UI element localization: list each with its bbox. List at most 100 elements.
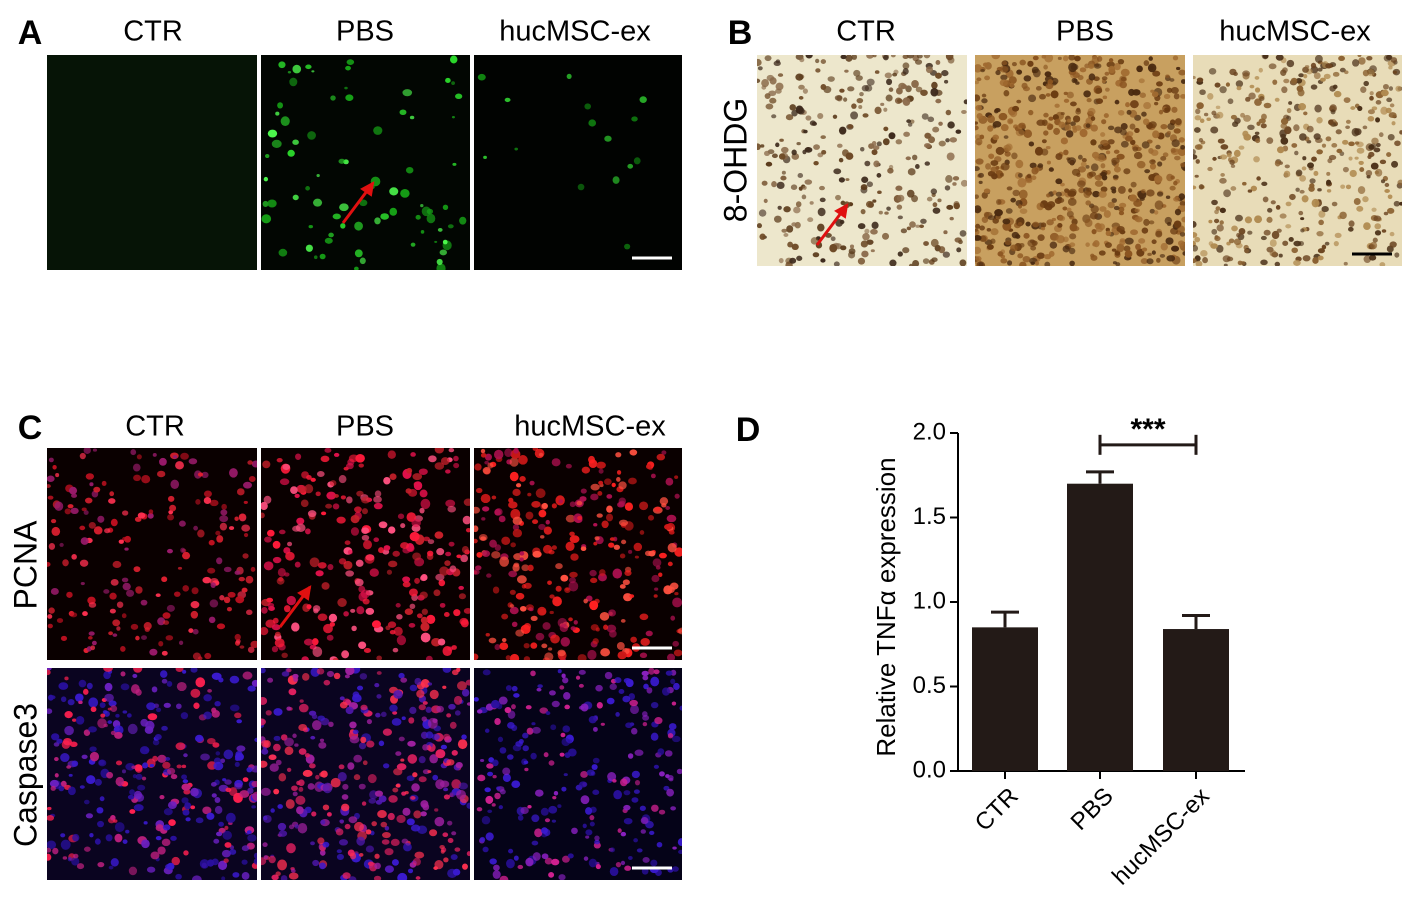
cell [975,138,983,146]
cell [1384,189,1390,193]
cell [1120,123,1128,130]
cell [981,98,988,104]
cell [409,115,415,120]
cell [1285,224,1292,229]
cell [549,610,554,615]
cell [410,452,416,457]
cell [594,598,600,604]
cell [1365,169,1373,177]
cell [517,814,524,821]
cell [549,690,556,696]
cell [897,98,903,104]
cell [667,653,676,660]
cell [757,66,763,71]
cell [603,624,609,630]
cell [979,225,985,231]
cell [1256,121,1261,126]
cell [339,696,345,701]
cell [166,604,175,612]
cell [349,735,360,744]
cell [520,806,529,815]
cell [281,671,290,677]
cell [1260,235,1267,241]
cell [326,491,336,500]
cell [592,638,599,645]
cell [52,464,57,470]
cell [1039,202,1046,208]
cell [529,480,535,486]
cell [152,755,158,762]
cell [493,864,500,871]
cell [132,774,137,779]
cell [89,482,94,487]
cell [624,502,634,511]
cell [618,689,625,694]
cell [1032,55,1039,61]
cell [551,700,560,708]
cell [1268,63,1277,70]
cell [381,839,390,845]
cell [266,597,274,603]
cell [247,460,253,465]
cell [321,582,330,590]
cell [1101,76,1108,81]
cell [634,779,641,786]
cell [909,221,916,228]
cell [666,514,677,523]
cell [88,697,99,708]
cell [1060,137,1068,145]
cell [397,513,405,520]
cell [1151,250,1156,255]
cell [541,853,549,860]
cell [1318,210,1326,218]
cell [215,751,221,756]
cell [616,477,621,482]
cell [1321,206,1329,213]
cell [1086,187,1092,192]
cell [166,680,173,687]
cell [543,526,552,535]
cell [296,517,305,525]
cell [1295,77,1303,84]
cell [527,492,532,497]
cell [667,586,675,593]
cell [789,257,797,264]
cell [651,574,660,583]
cell [1176,66,1181,71]
cell [72,718,77,722]
cell [640,637,650,646]
cell [499,875,509,880]
cell [590,577,598,584]
cell [1111,198,1117,203]
cell [998,112,1008,121]
cell [113,725,124,735]
cell [900,228,908,234]
cell [1088,73,1096,81]
cell [771,153,778,159]
cell [359,257,366,265]
cell [400,523,406,529]
cell [329,480,337,487]
cell [579,496,587,502]
cell [530,752,537,760]
cell [575,675,581,680]
cell [1208,219,1213,224]
micrograph [975,55,1185,266]
cell [200,753,210,761]
cell [1182,167,1185,172]
cell [652,558,662,567]
cell [902,55,909,60]
cell [1116,153,1125,160]
cell [945,109,952,116]
cell [844,69,849,73]
cell [419,591,428,599]
cell [604,135,612,142]
cell [856,97,864,104]
cell [182,585,190,592]
cell [305,64,312,70]
cell [1235,80,1244,88]
cell [1070,101,1077,107]
cell [411,518,421,528]
cell [83,799,90,805]
cell [862,233,870,241]
